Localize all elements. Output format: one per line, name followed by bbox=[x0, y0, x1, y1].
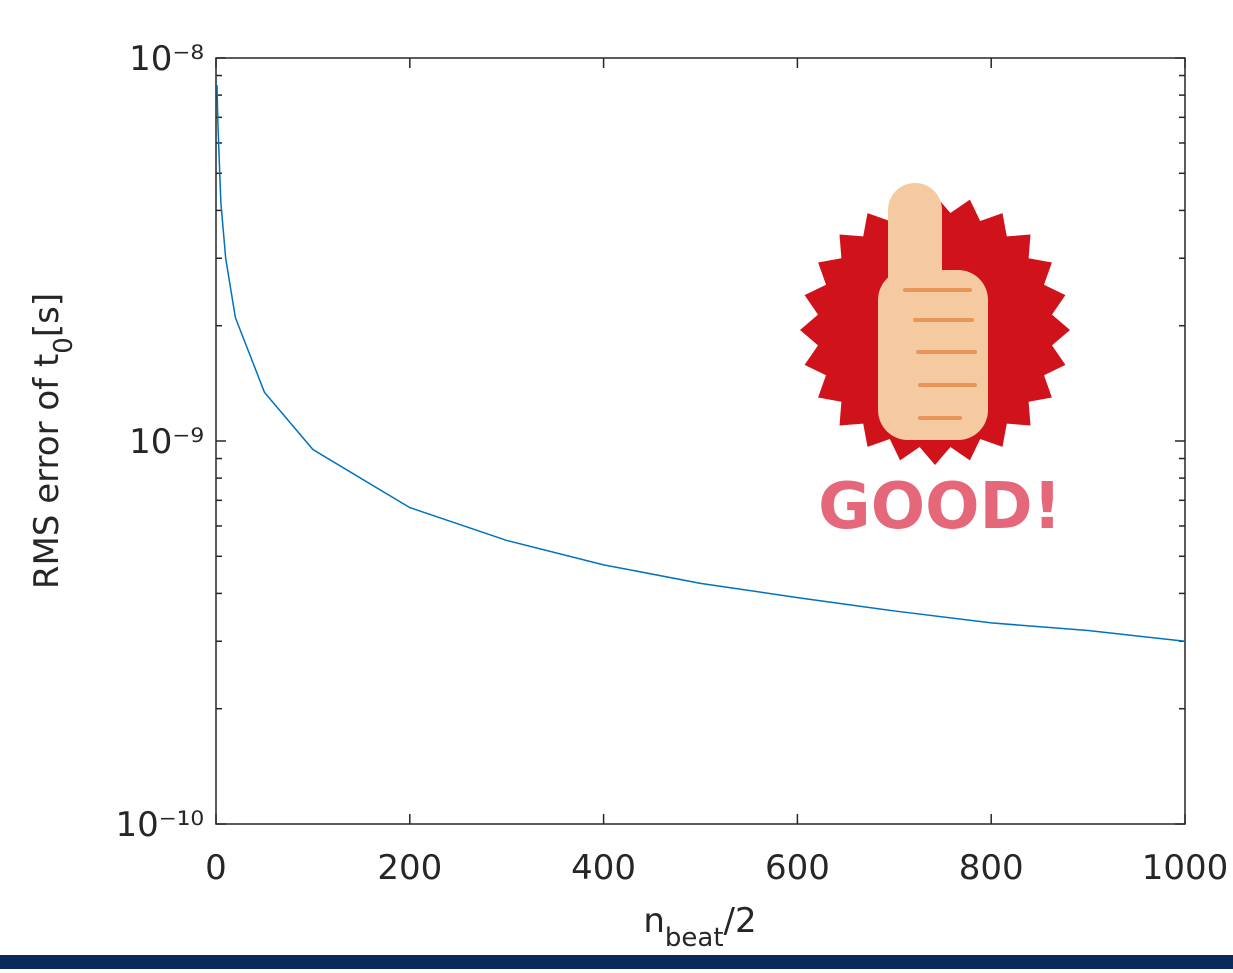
y-tick-label: 10⁻¹⁰ bbox=[116, 805, 204, 845]
y-axis-label: RMS error of t0[s] bbox=[27, 293, 79, 589]
page: GOOD! RMS error of t0[s] nbeat/2 0200400… bbox=[0, 0, 1233, 969]
x-axis-label: nbeat/2 bbox=[643, 901, 756, 953]
y-label-sub: 0 bbox=[49, 337, 79, 354]
x-label-sub: beat bbox=[665, 923, 724, 953]
footer-bar bbox=[0, 955, 1233, 969]
x-tick-label: 200 bbox=[377, 848, 442, 888]
y-tick-label: 10⁻⁹ bbox=[129, 422, 204, 462]
y-label-rest: [s] bbox=[27, 293, 67, 337]
good-illustration: GOOD! bbox=[800, 183, 1070, 544]
chart: GOOD! RMS error of t0[s] nbeat/2 0200400… bbox=[0, 0, 1233, 969]
x-tick-label: 0 bbox=[205, 848, 227, 888]
x-tick-label: 600 bbox=[765, 848, 830, 888]
x-tick-label: 800 bbox=[959, 848, 1024, 888]
x-tick-label: 400 bbox=[571, 848, 636, 888]
annotation: GOOD! bbox=[818, 470, 1062, 544]
y-tick-label: 10⁻⁸ bbox=[129, 39, 204, 79]
x-label-rest: /2 bbox=[724, 901, 757, 941]
x-tick-label: 1000 bbox=[1142, 848, 1229, 888]
fist bbox=[878, 270, 988, 440]
x-label-main: n bbox=[643, 901, 665, 941]
y-label-main: RMS error of t bbox=[27, 354, 67, 589]
axes-box bbox=[216, 58, 1185, 824]
